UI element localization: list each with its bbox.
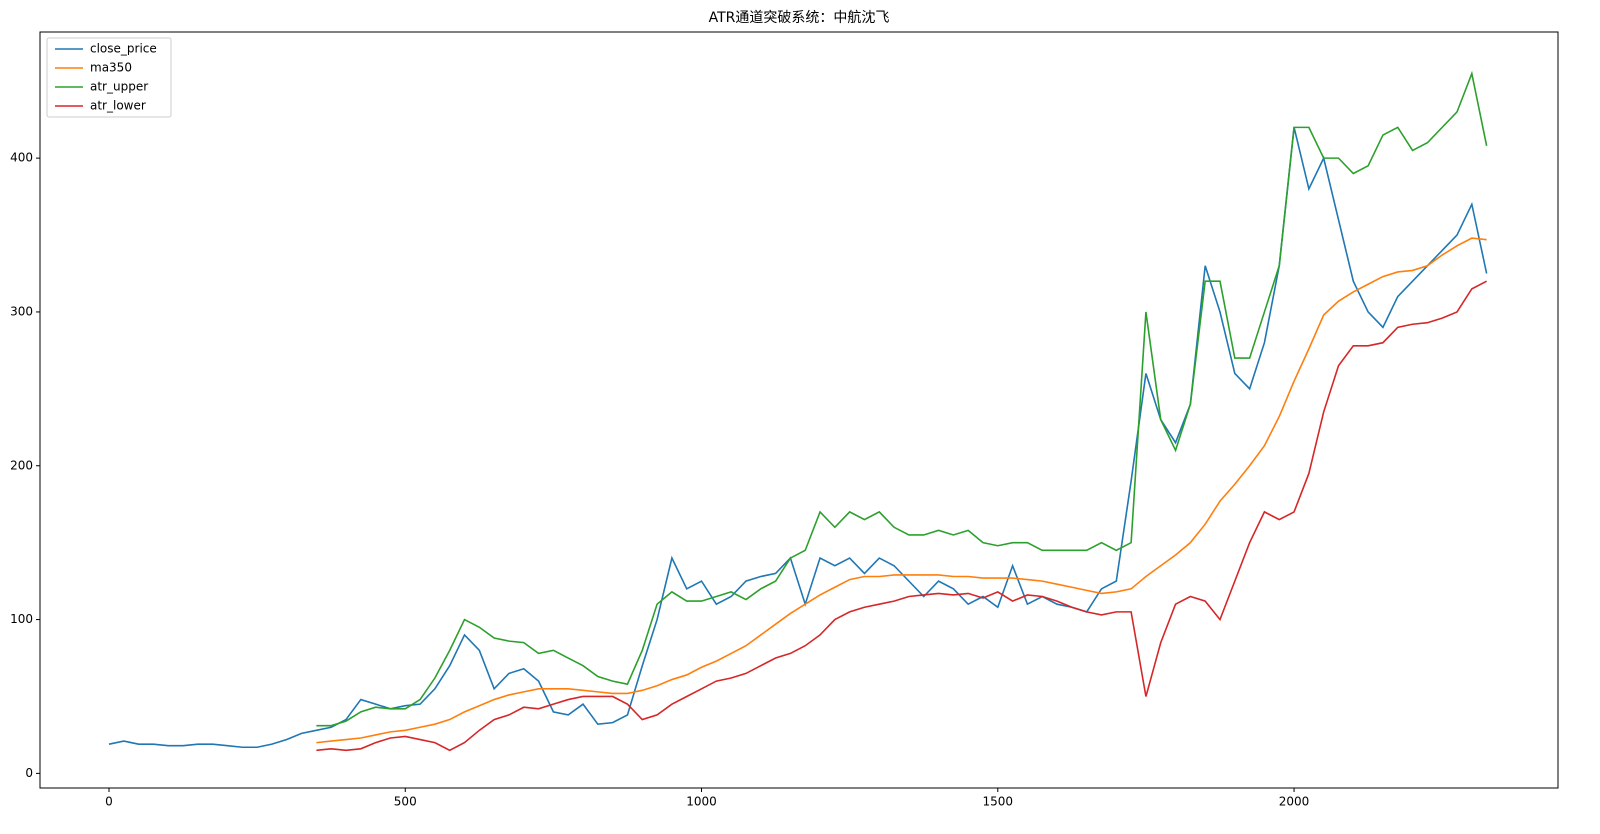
y-tick-label: 200 — [10, 458, 33, 472]
legend-label: atr_lower — [90, 99, 146, 113]
plot-frame — [39, 31, 1559, 789]
x-tick-label: 1000 — [686, 795, 717, 809]
x-tick-label: 500 — [394, 795, 417, 809]
x-tick-label: 1500 — [983, 795, 1014, 809]
chart-title: ATR通道突破系统：中航沈飞 — [709, 10, 890, 26]
series-line — [316, 237, 1487, 744]
legend-label: atr_upper — [90, 80, 148, 94]
legend-label: close_price — [90, 42, 157, 56]
y-tick-label: 100 — [10, 612, 33, 626]
series-line — [316, 70, 1488, 727]
series-line — [316, 280, 1487, 752]
y-tick-label: 0 — [25, 766, 33, 780]
series-line — [108, 127, 1488, 749]
legend-box — [46, 37, 172, 118]
x-tick-label: 2000 — [1279, 795, 1310, 809]
y-tick-label: 400 — [10, 151, 33, 165]
x-tick-label: 0 — [105, 795, 113, 809]
legend-label: ma350 — [90, 61, 132, 75]
y-tick-label: 300 — [10, 304, 33, 318]
